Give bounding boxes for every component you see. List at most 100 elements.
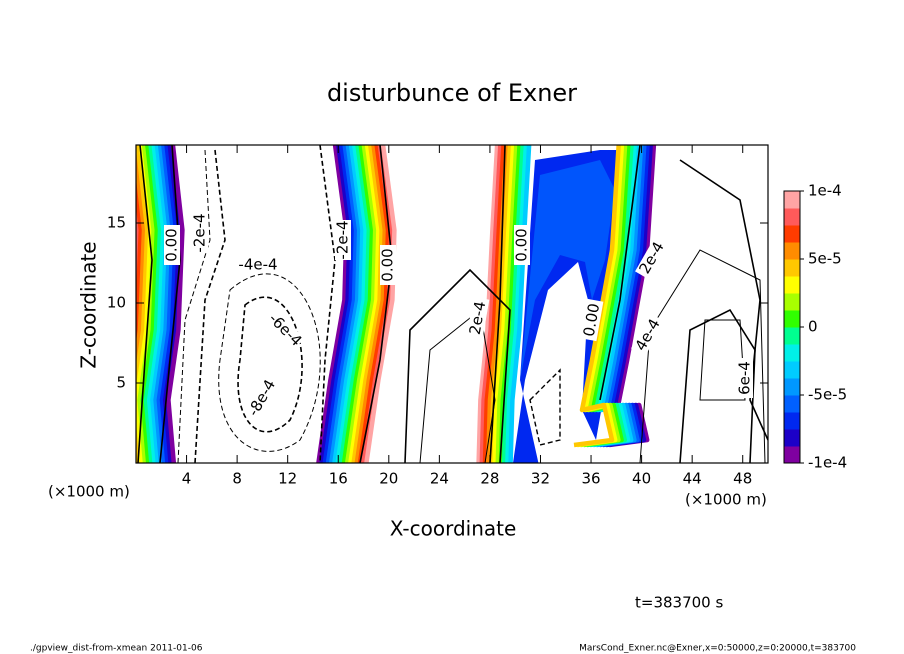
contour-line	[489, 145, 506, 463]
y-axis-label: Z-coordinate	[77, 241, 101, 368]
x-tick-label: 16	[329, 470, 348, 488]
shade-region	[520, 160, 615, 380]
shade-band	[319, 145, 352, 463]
y-unit: (×1000 m)	[48, 483, 130, 501]
colorbar-band	[784, 378, 800, 396]
label-backing	[466, 296, 490, 340]
shade-band	[166, 145, 185, 463]
contour-line	[679, 159, 768, 441]
contour-line	[699, 319, 746, 401]
shade-band	[357, 145, 391, 463]
label-backing	[245, 376, 279, 420]
contour-label: 2e-4	[466, 300, 490, 336]
contour-line	[237, 296, 303, 433]
x-tick-label: 8	[232, 470, 242, 488]
label-backing	[265, 310, 305, 350]
shade-band	[495, 145, 519, 463]
plot-frame	[135, 144, 769, 464]
colorbar-band	[784, 242, 800, 260]
shade-band	[136, 145, 150, 463]
shade-band	[364, 145, 397, 463]
shade-band	[348, 145, 381, 463]
colorbar-band	[784, 259, 800, 277]
shade-band	[322, 145, 356, 463]
shade-band	[508, 145, 532, 463]
colorbar-tick-label: 0	[808, 318, 818, 336]
contour-line	[194, 149, 226, 463]
shade-band	[332, 145, 365, 463]
shade-band	[137, 145, 156, 463]
label-backing	[635, 236, 669, 280]
colorbar-band	[784, 344, 800, 362]
contour-line	[218, 273, 321, 452]
x-tick-label: 44	[683, 470, 702, 488]
colorbar-band	[784, 361, 800, 379]
x-tick-label: 40	[632, 470, 651, 488]
contour-label: 6e-4	[736, 361, 754, 395]
colorbar-tick-label: -1e-4	[808, 454, 847, 472]
colorbar-band	[784, 429, 800, 447]
x-tick-label: 32	[531, 470, 550, 488]
shade-band	[344, 145, 378, 463]
colorbar-band	[784, 310, 800, 328]
shade-band	[146, 145, 166, 463]
shade-band	[136, 145, 147, 463]
x-tick-label: 28	[480, 470, 499, 488]
label-backing	[737, 358, 753, 398]
shade-band	[492, 145, 516, 463]
y-tick-label: 10	[107, 294, 126, 312]
label-backing	[380, 245, 396, 285]
shade-band	[341, 145, 375, 463]
label-backing	[631, 313, 665, 357]
colorbar-band	[784, 446, 800, 464]
y-tick-label: 15	[107, 214, 126, 232]
colorbar-band	[784, 395, 800, 413]
x-unit: (×1000 m)	[685, 491, 767, 509]
contour-line	[319, 145, 336, 463]
time-label: t=383700 s	[635, 594, 723, 612]
contour-label: -4e-4	[238, 256, 277, 274]
shade-band	[505, 145, 529, 463]
contour-line	[599, 145, 641, 401]
label-backing	[164, 225, 180, 265]
colorbar-band	[784, 276, 800, 294]
shade-band	[338, 145, 372, 463]
x-tick-label: 12	[278, 470, 297, 488]
x-tick-label: 48	[733, 470, 752, 488]
colorbar-tick-label: 1e-4	[808, 182, 842, 200]
y-tick-label: 5	[116, 374, 126, 392]
shade-band	[335, 145, 368, 463]
colorbar-band	[784, 412, 800, 430]
contour-label: -2e-4	[191, 213, 209, 252]
shade-band	[482, 145, 506, 463]
contour-line	[177, 149, 211, 463]
x-tick-label: 36	[581, 470, 600, 488]
chart-title: disturbunce of Exner	[327, 79, 577, 107]
x-tick-label: 20	[379, 470, 398, 488]
x-axis-label: X-coordinate	[390, 517, 517, 541]
contour-label: -2e-4	[334, 220, 352, 259]
colorbar-band	[784, 225, 800, 243]
label-backing	[238, 257, 278, 273]
shade-band	[501, 145, 525, 463]
shade-band	[136, 166, 144, 352]
colorbar-band	[784, 293, 800, 311]
x-tick-label: 24	[430, 470, 449, 488]
colorbar-band	[784, 327, 800, 345]
contour-line	[639, 249, 766, 463]
contour-line	[529, 368, 561, 446]
shade-band	[316, 145, 349, 463]
contour-line	[137, 145, 153, 463]
shade-band	[153, 145, 172, 463]
shade-band	[573, 145, 621, 448]
label-backing	[192, 213, 208, 253]
contour-label: 0.00	[513, 228, 531, 261]
contour-field: 0.00 -2e-4-4e-4-6e-4-8e-4-2e-40.002e-40.0…	[136, 145, 768, 463]
contour-label: 0.00	[163, 228, 181, 261]
shade-band	[479, 145, 503, 463]
shade-band	[140, 145, 160, 463]
shade-band	[351, 145, 384, 463]
label-backing	[514, 225, 530, 265]
contour-line	[359, 145, 393, 463]
